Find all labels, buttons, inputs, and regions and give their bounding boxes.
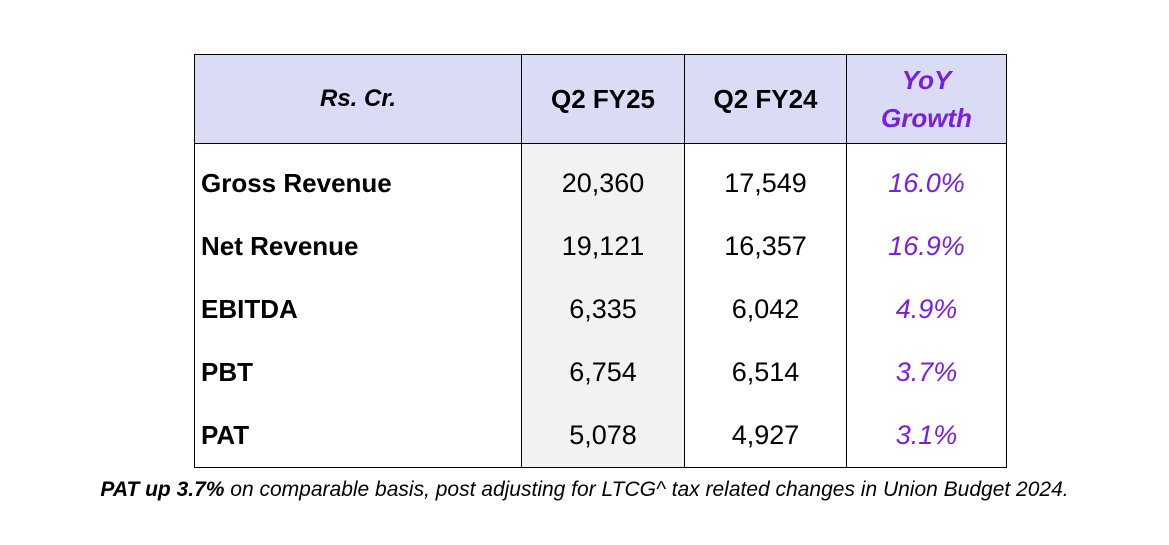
- current-value: 6,754: [521, 341, 685, 404]
- footnote-emphasis: PAT up 3.7%: [100, 478, 225, 501]
- current-value: 20,360: [521, 143, 685, 215]
- metric-label: Gross Revenue: [194, 143, 522, 215]
- previous-value: 16,357: [684, 215, 847, 278]
- yoy-value: 4.9%: [846, 278, 1007, 341]
- footnote-text: on comparable basis, post adjusting for …: [224, 478, 1069, 501]
- table-row-pbt: PBT 6,754 6,514 3.7%: [194, 341, 1007, 404]
- yoy-value: 16.9%: [846, 215, 1007, 278]
- financial-results-table: Rs. Cr. Q2 FY25 Q2 FY24 YoY Growth Gross…: [194, 54, 1007, 468]
- yoy-value: 3.7%: [846, 341, 1007, 404]
- current-value: 19,121: [521, 215, 685, 278]
- previous-value: 4,927: [684, 404, 847, 468]
- previous-period-header: Q2 FY24: [684, 54, 847, 144]
- previous-value: 6,514: [684, 341, 847, 404]
- current-value: 5,078: [521, 404, 685, 468]
- unit-header: Rs. Cr.: [194, 54, 522, 144]
- yoy-growth-header-line2: Growth: [881, 103, 972, 133]
- metric-label: PBT: [194, 341, 522, 404]
- yoy-growth-header: YoY Growth: [846, 54, 1007, 144]
- metric-label: Net Revenue: [194, 215, 522, 278]
- metric-label: EBITDA: [194, 278, 522, 341]
- previous-value: 6,042: [684, 278, 847, 341]
- metric-label: PAT: [194, 404, 522, 468]
- current-period-header: Q2 FY25: [521, 54, 685, 144]
- current-value: 6,335: [521, 278, 685, 341]
- table-row-ebitda: EBITDA 6,335 6,042 4.9%: [194, 278, 1007, 341]
- yoy-value: 3.1%: [846, 404, 1007, 468]
- table-header-row: Rs. Cr. Q2 FY25 Q2 FY24 YoY Growth: [194, 54, 1007, 144]
- yoy-growth-header-line1: YoY: [901, 65, 952, 95]
- footnote: PAT up 3.7% on comparable basis, post ad…: [0, 478, 1169, 502]
- previous-value: 17,549: [684, 143, 847, 215]
- yoy-value: 16.0%: [846, 143, 1007, 215]
- table-row-net-revenue: Net Revenue 19,121 16,357 16.9%: [194, 215, 1007, 278]
- table-row-pat: PAT 5,078 4,927 3.1%: [194, 404, 1007, 468]
- table-row-gross-revenue: Gross Revenue 20,360 17,549 16.0%: [194, 143, 1007, 215]
